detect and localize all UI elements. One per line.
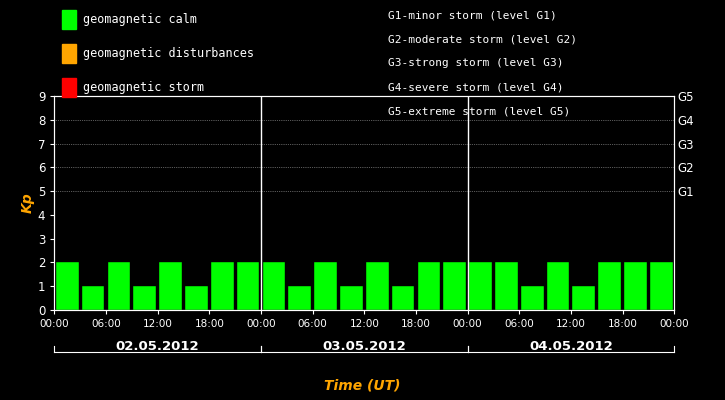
Bar — [495, 262, 518, 310]
Bar — [289, 286, 311, 310]
Bar — [314, 262, 337, 310]
Text: 04.05.2012: 04.05.2012 — [529, 340, 613, 353]
Bar — [340, 286, 362, 310]
Text: geomagnetic disturbances: geomagnetic disturbances — [83, 47, 254, 60]
Text: 03.05.2012: 03.05.2012 — [323, 340, 406, 353]
Bar — [650, 262, 673, 310]
Bar — [237, 262, 260, 310]
Bar — [598, 262, 621, 310]
Bar — [366, 262, 389, 310]
Bar — [160, 262, 182, 310]
Bar — [624, 262, 647, 310]
Text: geomagnetic calm: geomagnetic calm — [83, 13, 197, 26]
Bar — [262, 262, 285, 310]
Text: G4-severe storm (level G4): G4-severe storm (level G4) — [388, 82, 563, 92]
Y-axis label: Kp: Kp — [21, 193, 35, 213]
Text: G1-minor storm (level G1): G1-minor storm (level G1) — [388, 10, 557, 20]
Bar — [107, 262, 130, 310]
Bar — [469, 262, 492, 310]
Text: 02.05.2012: 02.05.2012 — [116, 340, 199, 353]
Text: Time (UT): Time (UT) — [324, 379, 401, 393]
Text: G2-moderate storm (level G2): G2-moderate storm (level G2) — [388, 34, 577, 44]
Bar — [185, 286, 208, 310]
Bar — [521, 286, 544, 310]
Bar — [573, 286, 595, 310]
Bar — [56, 262, 78, 310]
Bar — [392, 286, 415, 310]
Bar — [133, 286, 156, 310]
Text: G5-extreme storm (level G5): G5-extreme storm (level G5) — [388, 106, 570, 116]
Text: geomagnetic storm: geomagnetic storm — [83, 81, 204, 94]
Bar — [418, 262, 440, 310]
Bar — [547, 262, 569, 310]
Bar — [82, 286, 104, 310]
Bar — [444, 262, 466, 310]
Bar — [211, 262, 233, 310]
Text: G3-strong storm (level G3): G3-strong storm (level G3) — [388, 58, 563, 68]
